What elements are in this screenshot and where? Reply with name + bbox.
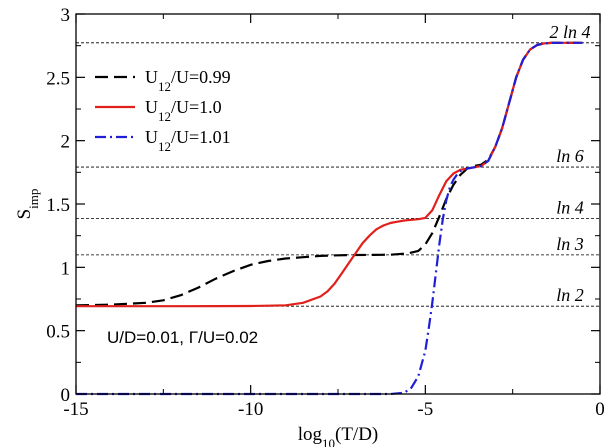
y-axis-title: Simp [14,189,41,220]
y-tick-label: 2.5 [46,68,70,89]
y-tick-label: 1 [61,258,71,279]
x-tick-label: -10 [238,399,263,420]
y-tick-label: 0 [61,385,71,406]
y-tick-label: 2 [61,132,71,153]
reference-line-label: 2 ln 4 [549,22,590,42]
reference-line-label: ln 2 [556,285,584,305]
axes: -15 -10 -5 0 0 0.5 1 1.5 2 2.5 3 [46,5,605,420]
reference-line-label: ln 3 [556,234,584,254]
legend-label: U12/U=1.01 [145,127,231,154]
legend-label: U12/U=1.0 [145,97,222,124]
x-axis-title: log10(T/D) [298,424,379,447]
legend-label: U12/U=0.99 [145,67,231,94]
legend: U12/U=0.99 U12/U=1.0 U12/U=1.01 [95,67,231,154]
parameter-annotation: U/D=0.01, Γ/U=0.02 [107,328,258,347]
x-tick-label: 0 [595,399,605,420]
x-tick-label: -15 [63,399,88,420]
x-tick-label: -5 [417,399,433,420]
reference-line-label: ln 4 [556,197,584,217]
reference-lines: 2 ln 4 ln 6 ln 4 ln 3 ln 2 [76,22,600,307]
y-tick-label: 1.5 [46,195,70,216]
reference-line-label: ln 6 [556,146,584,166]
y-tick-label: 3 [61,5,71,26]
y-tick-label: 0.5 [46,322,70,343]
